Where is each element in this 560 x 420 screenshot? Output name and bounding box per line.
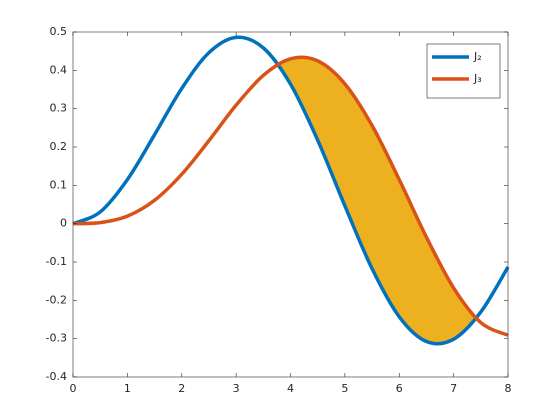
filled-area [277,57,476,344]
line-series [72,55,509,337]
x-tick-label: 5 [341,382,348,395]
y-tick-label: 0.1 [50,178,68,191]
x-tick-label: 4 [287,382,294,395]
y-tick-label: 0 [60,217,67,230]
x-tick-label: 3 [233,382,240,395]
legend-box [426,43,501,99]
legend-label: J₃ [473,72,482,85]
legend-label: J₂ [473,50,482,63]
y-tick-label: 0.4 [50,63,68,76]
x-tick-label: 7 [450,382,457,395]
x-tick-label: 0 [70,382,77,395]
x-tick-label: 2 [178,382,185,395]
y-tick-label: -0.3 [46,332,67,345]
x-tick-label: 1 [124,382,131,395]
y-tick-label: 0.2 [50,140,68,153]
y-tick-label: 0.3 [50,102,68,115]
x-tick-label: 8 [505,382,512,395]
y-tick-label: -0.1 [46,255,67,268]
y-tick-label: -0.4 [46,370,67,383]
line-series [72,35,510,346]
x-tick-label: 6 [396,382,403,395]
y-tick-label: 0.5 [50,25,68,38]
y-tick-label: -0.2 [46,293,67,306]
